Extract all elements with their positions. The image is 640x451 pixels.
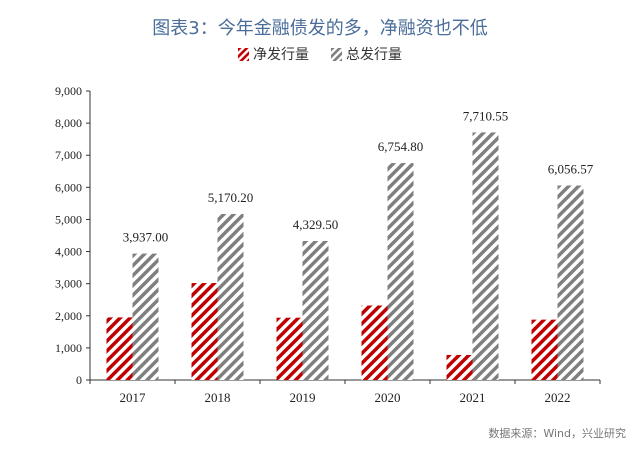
x-tick-label: 2022 (545, 390, 571, 405)
bar-total (557, 185, 584, 380)
y-tick-label: 1,000 (55, 341, 82, 355)
legend-swatch-net (238, 47, 249, 61)
legend-label-net: 净发行量 (253, 47, 309, 63)
bar-net (446, 354, 473, 380)
bar-total (387, 163, 414, 380)
bar-net (531, 319, 558, 380)
y-tick-label: 5,000 (55, 212, 82, 226)
bar-net (191, 283, 218, 380)
data-label: 3,937.00 (123, 230, 169, 245)
bar-net (276, 317, 303, 380)
data-label: 6,754.80 (378, 139, 424, 154)
legend-swatch-total (331, 47, 342, 61)
x-tick-label: 2019 (290, 390, 316, 405)
y-tick-label: 9,000 (55, 84, 82, 98)
legend: 净发行量 总发行量 (0, 44, 640, 64)
bar-total (132, 253, 159, 380)
bar-total (302, 240, 329, 380)
x-tick-label: 2020 (375, 390, 401, 405)
y-tick-label: 4,000 (55, 245, 82, 259)
y-tick-label: 3,000 (55, 277, 82, 291)
bar-net (106, 317, 133, 380)
chart-title: 图表3：今年金融债发的多，净融资也不低 (152, 18, 488, 39)
y-tick-label: 6,000 (55, 180, 82, 194)
bar-total (472, 132, 499, 380)
data-label: 7,710.55 (463, 108, 509, 123)
data-label: 6,056.57 (548, 162, 594, 177)
x-tick-label: 2018 (205, 390, 231, 405)
y-tick-label: 7,000 (55, 148, 82, 162)
source-note: 数据来源：Wind，兴业研究 (488, 427, 626, 440)
y-tick-label: 8,000 (55, 116, 82, 130)
x-tick-label: 2021 (460, 390, 486, 405)
y-tick-label: 2,000 (55, 309, 82, 323)
legend-item-net: 净发行量 (238, 44, 309, 64)
legend-label-total: 总发行量 (346, 47, 402, 63)
legend-item-total: 总发行量 (331, 44, 402, 64)
data-label: 5,170.20 (208, 190, 254, 205)
y-tick-label: 0 (76, 373, 82, 387)
bar-total (217, 213, 244, 380)
x-tick-label: 2017 (120, 390, 147, 405)
bar-net (361, 305, 388, 380)
data-label: 4,329.50 (293, 217, 339, 232)
